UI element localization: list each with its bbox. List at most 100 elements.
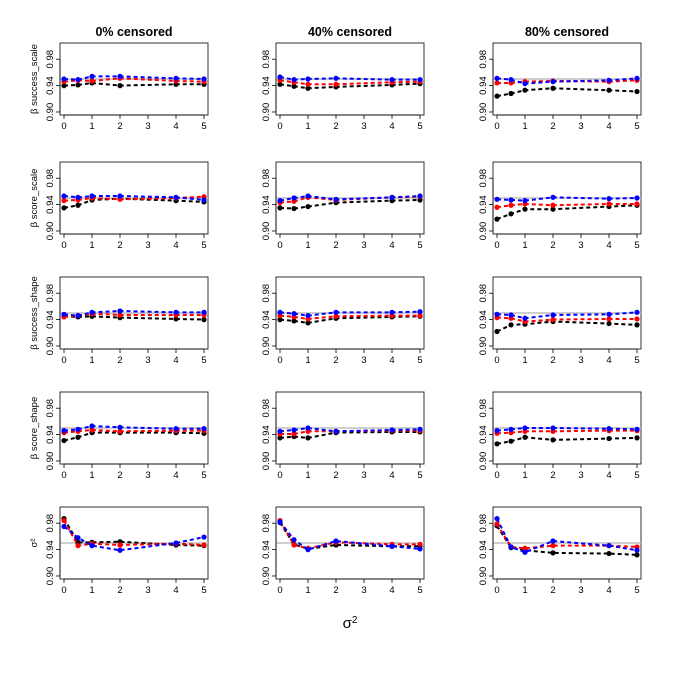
data-point bbox=[89, 193, 95, 199]
y-axis-label: β success_shape bbox=[29, 276, 40, 350]
data-point bbox=[389, 543, 395, 549]
panel: 0 1 2 3 4 5 0.90 0.94 0.98 bbox=[478, 506, 642, 596]
y-tick-label: 0.94 bbox=[261, 540, 272, 559]
data-point bbox=[634, 88, 640, 95]
data-point bbox=[117, 542, 123, 548]
data-point bbox=[277, 81, 283, 87]
data-point bbox=[494, 75, 500, 81]
x-tick-label: 3 bbox=[578, 240, 583, 251]
data-point bbox=[333, 196, 339, 202]
x-tick-label: 5 bbox=[201, 121, 206, 132]
x-tick-label: 3 bbox=[361, 470, 366, 481]
x-tick-label: 3 bbox=[578, 121, 583, 132]
data-point bbox=[333, 538, 339, 544]
x-tick-label: 0 bbox=[61, 470, 66, 481]
panel: 0 1 2 3 4 5 0.90 0.94 0.98 bbox=[261, 161, 425, 251]
y-tick-label: 0.98 bbox=[261, 169, 272, 188]
data-point bbox=[61, 311, 67, 317]
column-title: 40% censored bbox=[308, 25, 392, 39]
data-point bbox=[117, 424, 123, 430]
data-point bbox=[201, 426, 207, 432]
y-tick-label: 0.94 bbox=[478, 76, 489, 95]
data-point bbox=[550, 437, 556, 443]
data-point bbox=[522, 425, 528, 431]
x-tick-label: 1 bbox=[305, 355, 310, 366]
x-tick-label: 0 bbox=[494, 121, 499, 132]
data-point bbox=[522, 87, 528, 93]
data-point bbox=[522, 315, 528, 321]
x-tick-label: 4 bbox=[173, 470, 178, 481]
series-line bbox=[279, 76, 420, 81]
x-tick-label: 1 bbox=[522, 240, 527, 251]
x-tick-label: 0 bbox=[277, 355, 282, 366]
data-point bbox=[75, 202, 81, 208]
x-tick-label: 1 bbox=[89, 470, 94, 481]
data-point bbox=[305, 85, 311, 91]
y-tick-label: 0.98 bbox=[261, 50, 272, 68]
series-line bbox=[496, 311, 638, 320]
data-point bbox=[606, 320, 612, 327]
data-point bbox=[333, 428, 339, 434]
x-tick-label: 1 bbox=[522, 121, 527, 132]
series-line bbox=[496, 523, 638, 550]
series-line bbox=[279, 430, 420, 439]
x-tick-label: 2 bbox=[333, 355, 338, 366]
data-point bbox=[522, 81, 528, 87]
x-tick-label: 1 bbox=[522, 355, 527, 366]
series-line bbox=[496, 436, 638, 445]
series-line bbox=[497, 79, 638, 84]
x-tick-label: 4 bbox=[173, 585, 178, 596]
y-tick-label: 0.98 bbox=[478, 284, 489, 303]
panel: 0 1 2 3 4 5 0.90 0.94 0.98 bbox=[478, 276, 642, 366]
data-point bbox=[291, 427, 297, 433]
data-point bbox=[606, 311, 612, 317]
data-point bbox=[508, 438, 514, 444]
data-point bbox=[277, 198, 283, 204]
y-axis-label: β score_scale bbox=[29, 169, 40, 228]
data-point bbox=[291, 205, 297, 212]
x-tick-label: 3 bbox=[145, 240, 150, 251]
data-point bbox=[417, 313, 423, 319]
x-tick-label: 3 bbox=[145, 121, 150, 132]
y-tick-label: 0.90 bbox=[261, 567, 272, 586]
y-tick-label: 0.94 bbox=[45, 425, 56, 444]
data-point bbox=[75, 82, 81, 88]
data-point bbox=[291, 431, 297, 437]
y-tick-label: 0.94 bbox=[478, 195, 489, 214]
y-tick-label: 0.98 bbox=[261, 399, 272, 418]
y-tick-label: 0.98 bbox=[261, 514, 272, 533]
panel: 0 1 2 3 4 5 0.90 0.94 0.98 β score_shape bbox=[29, 391, 209, 481]
data-point bbox=[494, 521, 500, 527]
data-point bbox=[61, 428, 67, 434]
series-line bbox=[63, 431, 205, 442]
data-point bbox=[494, 216, 500, 222]
data-point bbox=[89, 543, 95, 549]
x-tick-label: 3 bbox=[145, 585, 150, 596]
series-line bbox=[279, 521, 421, 551]
x-tick-label: 3 bbox=[578, 355, 583, 366]
data-point bbox=[634, 552, 640, 558]
data-point bbox=[634, 316, 640, 322]
series-line bbox=[279, 82, 421, 90]
x-tick-label: 1 bbox=[89, 585, 94, 596]
series-line bbox=[63, 315, 205, 321]
y-tick-label: 0.90 bbox=[261, 103, 272, 122]
data-point bbox=[389, 194, 395, 200]
y-tick-label: 0.94 bbox=[261, 425, 272, 444]
data-point bbox=[61, 198, 67, 204]
series-line bbox=[279, 426, 421, 433]
data-point bbox=[333, 309, 339, 315]
data-point bbox=[277, 519, 283, 525]
panel: 0 1 2 3 4 5 0.90 0.94 0.98 bbox=[261, 506, 425, 596]
x-tick-label: 0 bbox=[277, 121, 282, 132]
data-point bbox=[389, 427, 395, 433]
data-point bbox=[89, 78, 95, 84]
x-tick-label: 1 bbox=[89, 355, 94, 366]
x-tick-label: 0 bbox=[61, 240, 66, 251]
y-tick-label: 0.94 bbox=[261, 76, 272, 95]
data-point bbox=[75, 77, 81, 83]
x-tick-label: 2 bbox=[550, 585, 555, 596]
y-tick-label: 0.98 bbox=[45, 284, 56, 303]
x-tick-label: 0 bbox=[277, 470, 282, 481]
x-tick-label: 4 bbox=[173, 355, 178, 366]
